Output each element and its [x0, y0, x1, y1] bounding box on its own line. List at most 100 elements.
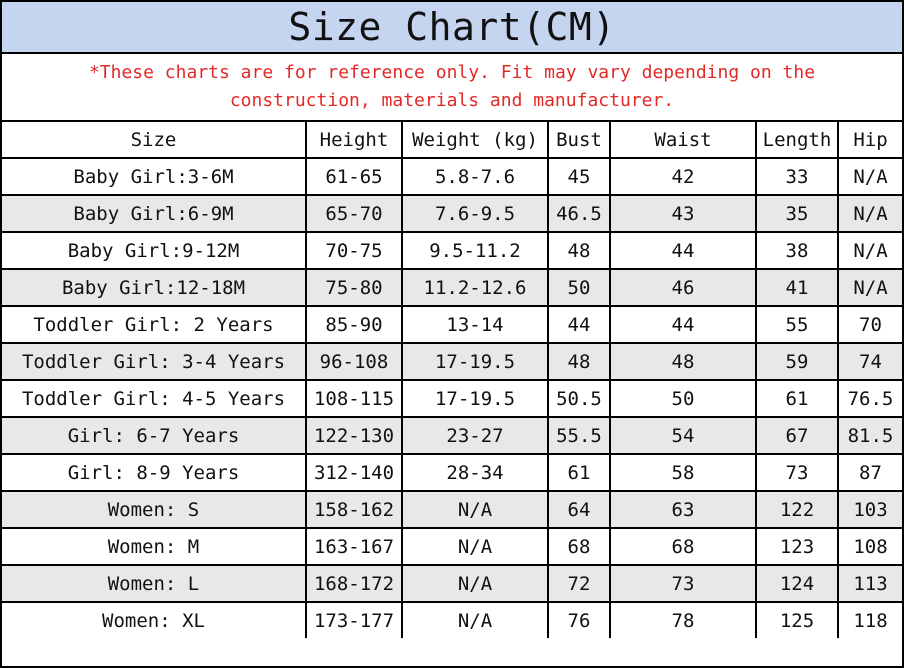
cell-hip: 81.5: [837, 416, 902, 455]
cell-weight: 11.2-12.6: [401, 268, 549, 307]
cell-length: 55: [755, 305, 839, 344]
cell-waist: 44: [609, 231, 757, 270]
cell-size: Women: XL: [2, 601, 307, 638]
cell-height: 65-70: [305, 194, 403, 233]
cell-waist: 73: [609, 564, 757, 603]
cell-waist: 68: [609, 527, 757, 566]
header-bust: Bust: [547, 122, 611, 159]
table-row: Women: XL 173-177 N/A 76 78 125 118: [2, 601, 902, 638]
table-row: Girl: 6-7 Years 122-130 23-27 55.5 54 67 81.5: [2, 416, 902, 455]
cell-weight: 7.6-9.5: [401, 194, 549, 233]
cell-hip: 113: [837, 564, 902, 603]
cell-height: 96-108: [305, 342, 403, 381]
cell-height: 122-130: [305, 416, 403, 455]
table-row: Toddler Girl: 3-4 Years 96-108 17-19.5 48 48…: [2, 342, 902, 381]
cell-bust: 64: [547, 490, 611, 529]
cell-waist: 63: [609, 490, 757, 529]
cell-length: 125: [755, 601, 839, 638]
header-hip: Hip: [837, 122, 902, 159]
cell-bust: 55.5: [547, 416, 611, 455]
cell-bust: 44: [547, 305, 611, 344]
cell-size: Girl: 6-7 Years: [2, 416, 307, 455]
cell-weight: N/A: [401, 564, 549, 603]
header-waist: Waist: [609, 122, 757, 159]
table-row: Baby Girl:3-6M 61-65 5.8-7.6 45 42 33 N/A: [2, 157, 902, 196]
cell-waist: 50: [609, 379, 757, 418]
cell-hip: N/A: [837, 231, 902, 270]
cell-weight: 17-19.5: [401, 342, 549, 381]
cell-hip: 70: [837, 305, 902, 344]
cell-height: 70-75: [305, 231, 403, 270]
cell-size: Girl: 8-9 Years: [2, 453, 307, 492]
cell-weight: N/A: [401, 527, 549, 566]
cell-waist: 44: [609, 305, 757, 344]
cell-bust: 61: [547, 453, 611, 492]
cell-height: 163-167: [305, 527, 403, 566]
cell-size: Women: S: [2, 490, 307, 529]
cell-height: 61-65: [305, 157, 403, 196]
cell-height: 173-177: [305, 601, 403, 638]
cell-size: Toddler Girl: 4-5 Years: [2, 379, 307, 418]
cell-size: Baby Girl:3-6M: [2, 157, 307, 196]
cell-hip: 118: [837, 601, 902, 638]
cell-hip: N/A: [837, 157, 902, 196]
table-row: Girl: 8-9 Years 312-140 28-34 61 58 73 87: [2, 453, 902, 492]
cell-bust: 68: [547, 527, 611, 566]
cell-weight: 13-14: [401, 305, 549, 344]
cell-hip: 103: [837, 490, 902, 529]
cell-height: 75-80: [305, 268, 403, 307]
table-row: Baby Girl:12-18M 75-80 11.2-12.6 50 46 41 N/A: [2, 268, 902, 307]
table-row: Toddler Girl: 4-5 Years 108-115 17-19.5 50.…: [2, 379, 902, 418]
disclaimer-note: *These charts are for reference only. Fi…: [88, 62, 816, 111]
header-height: Height: [305, 122, 403, 159]
cell-waist: 46: [609, 268, 757, 307]
cell-hip: 87: [837, 453, 902, 492]
disclaimer-band: *These charts are for reference only. Fi…: [2, 54, 902, 122]
cell-length: 38: [755, 231, 839, 270]
title-band: Size Chart(CM): [2, 2, 902, 54]
cell-bust: 72: [547, 564, 611, 603]
cell-length: 61: [755, 379, 839, 418]
size-rows: Baby Girl:3-6M 61-65 5.8-7.6 45 42 33 N/A Baby …: [2, 157, 902, 638]
chart-title: Size Chart(CM): [288, 5, 616, 49]
table-row: Baby Girl:6-9M 65-70 7.6-9.5 46.5 43 35 N/A: [2, 194, 902, 233]
cell-height: 158-162: [305, 490, 403, 529]
cell-waist: 78: [609, 601, 757, 638]
cell-waist: 48: [609, 342, 757, 381]
cell-weight: N/A: [401, 490, 549, 529]
cell-height: 108-115: [305, 379, 403, 418]
cell-height: 85-90: [305, 305, 403, 344]
cell-size: Women: M: [2, 527, 307, 566]
cell-weight: N/A: [401, 601, 549, 638]
table-row: Women: S 158-162 N/A 64 63 122 103: [2, 490, 902, 529]
cell-size: Baby Girl:9-12M: [2, 231, 307, 270]
cell-length: 124: [755, 564, 839, 603]
cell-size: Toddler Girl: 2 Years: [2, 305, 307, 344]
header-weight: Weight (kg): [401, 122, 549, 159]
cell-waist: 54: [609, 416, 757, 455]
cell-length: 123: [755, 527, 839, 566]
cell-bust: 48: [547, 231, 611, 270]
cell-waist: 58: [609, 453, 757, 492]
cell-waist: 42: [609, 157, 757, 196]
cell-length: 59: [755, 342, 839, 381]
cell-weight: 28-34: [401, 453, 549, 492]
cell-hip: 76.5: [837, 379, 902, 418]
size-table: Size Height Weight (kg) Bust Waist Lengt…: [2, 122, 902, 638]
header-size: Size: [2, 122, 307, 159]
cell-bust: 48: [547, 342, 611, 381]
cell-length: 35: [755, 194, 839, 233]
cell-length: 73: [755, 453, 839, 492]
cell-weight: 23-27: [401, 416, 549, 455]
cell-bust: 76: [547, 601, 611, 638]
cell-weight: 5.8-7.6: [401, 157, 549, 196]
cell-weight: 17-19.5: [401, 379, 549, 418]
cell-weight: 9.5-11.2: [401, 231, 549, 270]
cell-length: 67: [755, 416, 839, 455]
cell-hip: 74: [837, 342, 902, 381]
cell-waist: 43: [609, 194, 757, 233]
cell-hip: N/A: [837, 268, 902, 307]
cell-size: Baby Girl:12-18M: [2, 268, 307, 307]
header-length: Length: [755, 122, 839, 159]
